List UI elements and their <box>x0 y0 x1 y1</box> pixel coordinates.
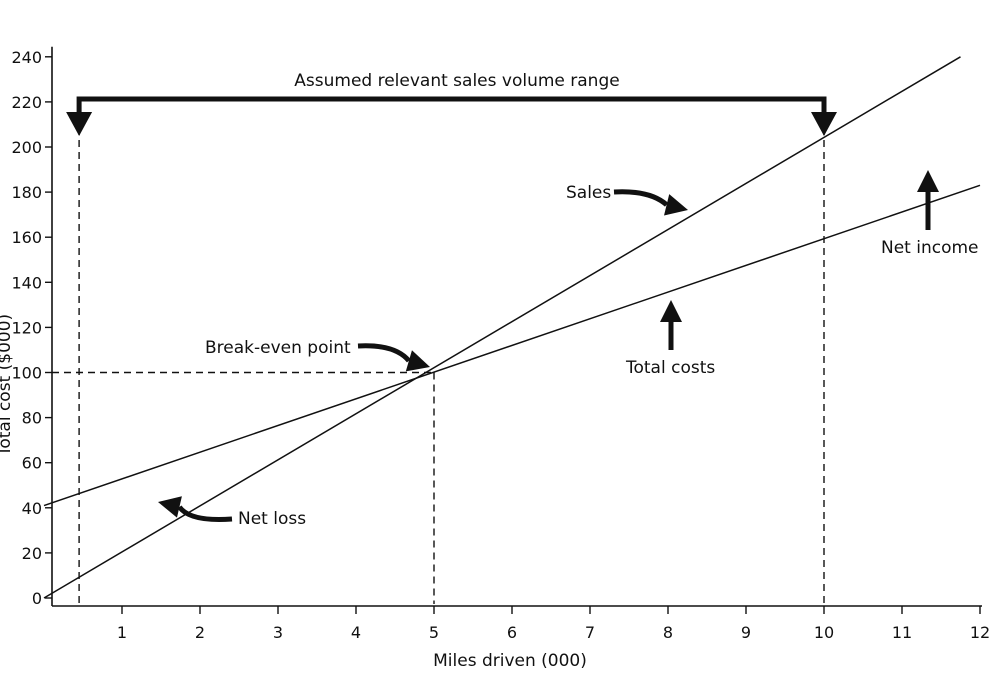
y-tick-label: 140 <box>11 273 42 292</box>
y-tick-label: 60 <box>22 454 42 473</box>
relevant-range-label: Assumed relevant sales volume range <box>294 71 619 91</box>
x-tick-label: 7 <box>585 623 595 642</box>
range-end-arrowhead <box>811 112 837 136</box>
guide-lines <box>52 128 825 604</box>
sales-arrow-shaft <box>613 189 669 207</box>
y-ticks: 0 20 40 60 80 100 120 140 160 180 200 220 240 <box>11 48 52 608</box>
net-loss-arrow-arrowhead <box>158 496 182 518</box>
total-costs-label: Total costs <box>625 358 715 378</box>
break-even-label: Break-even point <box>205 338 351 358</box>
axes <box>51 46 982 607</box>
y-tick-label: 240 <box>11 48 42 67</box>
range-bracket <box>76 96 827 118</box>
sales-label: Sales <box>566 183 611 203</box>
y-tick-label: 180 <box>11 183 42 202</box>
x-tick-label: 6 <box>507 623 517 642</box>
x-axis-title: Miles driven (000) <box>433 651 587 671</box>
x-tick-label: 8 <box>663 623 673 642</box>
x-tick-label: 9 <box>741 623 751 642</box>
y-tick-label: 220 <box>11 93 42 112</box>
net-income-label: Net income <box>881 238 979 258</box>
net-income-arrow-arrowhead <box>917 170 939 192</box>
x-ticks: 1 2 3 4 5 6 7 8 9 10 11 12 <box>117 606 990 642</box>
y-tick-label: 80 <box>22 409 42 428</box>
y-tick-label: 0 <box>32 589 42 608</box>
total-costs-arrow-arrowhead <box>660 300 682 322</box>
range-start-arrowhead <box>66 112 93 136</box>
x-tick-label: 12 <box>970 623 990 642</box>
y-tick-label: 120 <box>11 318 42 337</box>
net-loss-label: Net loss <box>238 509 306 529</box>
series-line-total-costs <box>43 184 981 507</box>
x-tick-label: 5 <box>429 623 439 642</box>
break-even-arrow-arrowhead <box>405 350 430 372</box>
y-tick-label: 100 <box>11 364 42 383</box>
y-tick-label: 40 <box>22 499 42 518</box>
x-tick-label: 11 <box>892 623 912 642</box>
x-tick-label: 3 <box>273 623 283 642</box>
net-loss-arrow-shaft <box>177 505 233 522</box>
x-tick-label: 4 <box>351 623 361 642</box>
series-lines <box>43 56 981 599</box>
y-tick-label: 160 <box>11 228 42 247</box>
break-even-arrow-shaft <box>357 343 411 363</box>
y-tick-label: 20 <box>22 544 42 563</box>
sales-arrow-arrowhead <box>664 194 688 216</box>
series-line-sales <box>43 56 961 599</box>
x-tick-label: 1 <box>117 623 127 642</box>
x-tick-label: 10 <box>814 623 834 642</box>
callouts <box>66 96 939 522</box>
y-axis-title: Total cost ($000) <box>0 314 15 457</box>
y-tick-label: 200 <box>11 138 42 157</box>
x-tick-label: 2 <box>195 623 205 642</box>
